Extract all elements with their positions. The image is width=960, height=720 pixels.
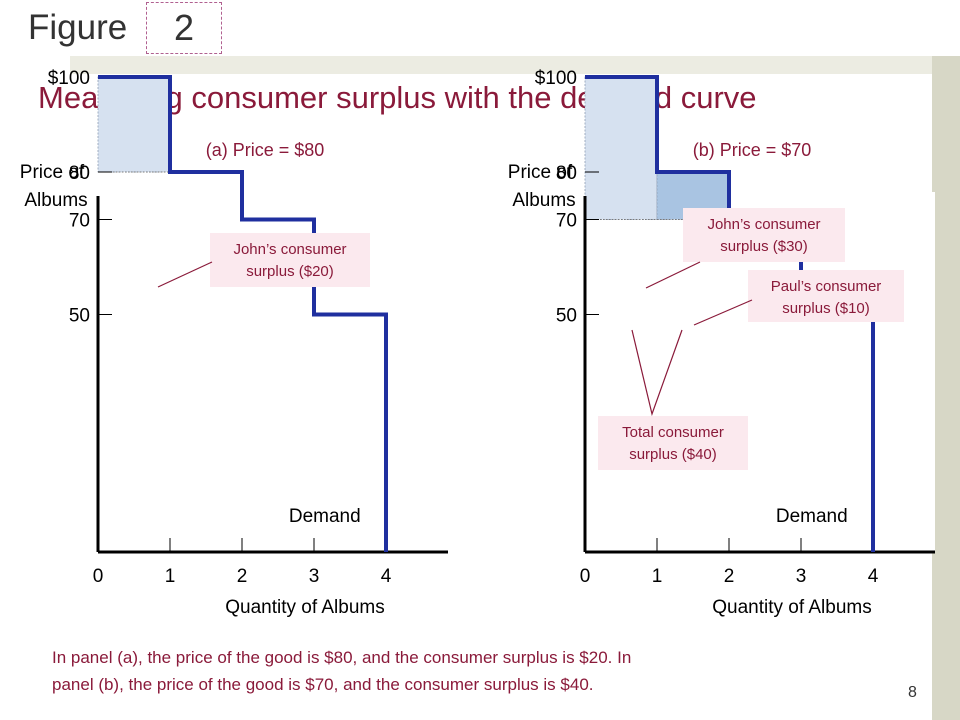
x-tick-label: 1 xyxy=(652,566,663,587)
chart-panel-a: $100 80 70 50 0 1 2 3 4 (a) Price = $80 Price of Al… xyxy=(20,68,452,618)
y-tick-label: 70 xyxy=(69,211,90,232)
y-tick-label: $100 xyxy=(48,68,90,89)
header-strip xyxy=(70,56,960,74)
callout-leader xyxy=(157,261,213,288)
y-axis-label-line-2: Albums xyxy=(24,190,87,211)
y-tick-label: 80 xyxy=(556,163,577,184)
callout-text-line-1: Total consumer xyxy=(622,424,724,441)
figure-label: Figure xyxy=(28,8,128,47)
y-axis-label-line-1: Price of xyxy=(508,162,573,183)
surplus-region-john xyxy=(97,76,171,173)
demand-label: Demand xyxy=(289,506,361,527)
chart-panel-b: $100 80 70 50 0 1 2 3 4 (b) Price = $70 Price of Al… xyxy=(508,68,935,618)
callout-text-line-1: John’s consumer xyxy=(233,241,346,258)
callout-box xyxy=(683,208,845,262)
x-tick-label: 0 xyxy=(93,566,104,587)
callout-text-line-1: John’s consumer xyxy=(707,216,820,233)
callout: Paul’s consumer surplus ($10) xyxy=(693,270,904,326)
panel-title: (b) Price = $70 xyxy=(693,140,812,160)
y-axis-label-line-1: Price of xyxy=(20,162,85,183)
x-tick-label: 2 xyxy=(237,566,248,587)
y-tick-label: $100 xyxy=(535,68,577,89)
x-tick-label: 4 xyxy=(381,566,392,587)
side-strip xyxy=(932,56,960,720)
callout: John’s consumer surplus ($30) xyxy=(645,208,845,289)
x-tick-label: 3 xyxy=(796,566,807,587)
caption-line-2: panel (b), the price of the good is $70,… xyxy=(52,675,594,694)
x-tick-label: 4 xyxy=(868,566,879,587)
x-axis-label: Quantity of Albums xyxy=(712,597,871,618)
callout-box xyxy=(210,233,370,287)
callout-box xyxy=(598,416,748,470)
y-axis-label-line-2: Albums xyxy=(512,190,575,211)
x-axis-label: Quantity of Albums xyxy=(225,597,384,618)
callout-text-line-1: Paul’s consumer xyxy=(771,278,882,295)
demand-label: Demand xyxy=(776,506,848,527)
callout-text-line-2: surplus ($40) xyxy=(629,446,717,463)
x-tick-label: 3 xyxy=(309,566,320,587)
y-tick-label: 70 xyxy=(556,211,577,232)
caption: In panel (a), the price of the good is $… xyxy=(52,644,912,698)
figure-number: 2 xyxy=(146,2,222,54)
caption-line-1: In panel (a), the price of the good is $… xyxy=(52,648,632,667)
callout-leader xyxy=(645,261,701,289)
panel-title: (a) Price = $80 xyxy=(206,140,325,160)
x-tick-label: 0 xyxy=(580,566,591,587)
callout: Total consumer surplus ($40) xyxy=(598,329,748,470)
callout-text-line-2: surplus ($30) xyxy=(720,238,808,255)
callout-text-line-2: surplus ($20) xyxy=(246,263,334,280)
callout-box xyxy=(748,270,904,322)
callout-leader xyxy=(631,329,683,417)
y-tick-label: 50 xyxy=(556,306,577,327)
callout-text-line-2: surplus ($10) xyxy=(782,300,870,317)
y-tick-label: 50 xyxy=(69,306,90,327)
x-tick-label: 1 xyxy=(165,566,176,587)
callout: John’s consumer surplus ($20) xyxy=(157,233,370,288)
y-tick-label: 80 xyxy=(69,163,90,184)
slide-number: 8 xyxy=(908,684,917,701)
surplus-region-john xyxy=(584,76,658,220)
demand-curve xyxy=(98,75,388,552)
x-tick-label: 2 xyxy=(724,566,735,587)
callout-leader xyxy=(693,299,753,326)
